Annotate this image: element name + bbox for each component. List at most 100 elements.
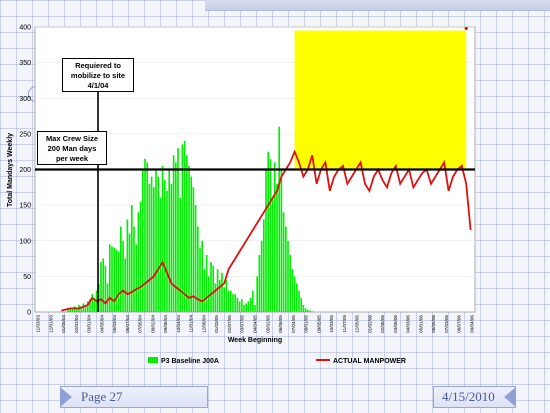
baseline-bar <box>269 158 272 312</box>
page-label: Page 27 <box>81 389 123 404</box>
baseline-bar <box>104 265 107 312</box>
actual-manpower-line <box>61 149 472 312</box>
baseline-bar <box>159 198 162 312</box>
x-tick-label: 07/05/04 <box>138 315 143 333</box>
baseline-bar <box>185 155 188 312</box>
baseline-bar <box>271 198 274 312</box>
y-tick-label: 350 <box>19 60 31 67</box>
baseline-bar <box>188 165 190 312</box>
baseline-bar <box>214 283 217 312</box>
baseline-bar <box>130 205 133 312</box>
baseline-bar <box>102 258 105 312</box>
y-tick-label: 400 <box>19 25 31 32</box>
baseline-bar <box>249 297 252 312</box>
x-tick-label: 06/05/06 <box>431 315 436 333</box>
baseline-bar <box>172 155 175 312</box>
baseline-bar <box>199 247 201 312</box>
baseline-bar <box>223 287 226 312</box>
x-tick-label: 01/05/04 <box>61 315 66 333</box>
baseline-bar <box>256 276 259 312</box>
baseline-bar <box>144 158 146 312</box>
baseline-bar <box>93 297 96 312</box>
x-tick-label: 05/03/04 <box>112 315 117 333</box>
actual-manpower-polyline <box>61 149 472 312</box>
y-tick-label: 150 <box>19 203 31 210</box>
x-tick-label: 11/03/03 <box>36 315 41 333</box>
baseline-bar <box>234 294 237 312</box>
baseline-bar <box>207 276 210 312</box>
x-tick-label: 08/01/05 <box>304 315 309 333</box>
baseline-bar <box>146 162 149 312</box>
baseline-bar <box>190 176 193 312</box>
baseline-bar <box>212 265 215 312</box>
baseline-bar <box>119 226 122 312</box>
y-axis-label: Total Mandays Weekly <box>7 133 14 207</box>
baseline-bar <box>128 233 131 312</box>
x-tick-label: 11/07/05 <box>342 315 347 333</box>
baseline-bar <box>240 299 243 312</box>
x-tick-label: 12/01/03 <box>48 315 53 333</box>
baseline-bar <box>133 226 135 312</box>
y-tick-label: 300 <box>19 96 31 103</box>
baseline-bar <box>84 304 87 312</box>
x-tick-label: 04/04/05 <box>253 315 258 333</box>
baseline-bar <box>67 309 69 312</box>
baseline-bar <box>306 309 309 312</box>
legend-label-baseline: P3 Baseline J00A <box>161 358 219 365</box>
baseline-bar <box>278 126 281 312</box>
x-tick-label: 06/07/04 <box>125 315 130 333</box>
x-tick-label: 09/04/06 <box>470 315 475 333</box>
baseline-bar <box>203 269 206 312</box>
x-tick-label: 05/01/06 <box>418 315 423 333</box>
baseline-bar <box>111 246 113 312</box>
baseline-bar <box>227 290 230 312</box>
baseline-bar <box>262 219 265 312</box>
x-tick-label: 03/07/05 <box>240 315 245 333</box>
x-axis: 11/03/03 12/01/03 01/05/04 02/02/04 03/01/04… <box>36 315 475 333</box>
legend-swatch-baseline <box>148 357 158 363</box>
baseline-bar <box>89 299 91 312</box>
baseline-bar <box>201 240 204 312</box>
baseline-bar <box>232 294 234 312</box>
highlight-region <box>294 30 467 170</box>
baseline-bar <box>243 304 245 312</box>
baseline-bar <box>265 169 267 312</box>
mobilize-note: Requiered to mobilize to site 4/1/04 <box>62 58 134 92</box>
baseline-bar <box>192 187 195 312</box>
baseline-bar <box>157 176 160 312</box>
highlight-rect <box>294 30 467 170</box>
x-tick-label: 01/03/05 <box>214 315 219 333</box>
page-number-bar: Page 27 <box>60 386 208 408</box>
baseline-bar <box>97 283 100 312</box>
baseline-bar <box>183 141 186 312</box>
baseline-bar <box>218 279 221 312</box>
baseline-bar <box>260 240 263 312</box>
baseline-bar <box>238 301 241 312</box>
x-tick-label: 08/07/06 <box>457 315 462 333</box>
y-axis: 0 50 100 150 200 250 300 350 400 <box>19 25 31 317</box>
baseline-bar <box>254 304 256 312</box>
date-bar: 4/15/2010 <box>433 386 516 408</box>
baseline-bar <box>91 294 94 312</box>
baseline-bar <box>302 304 305 312</box>
baseline-bar <box>152 187 155 312</box>
baseline-bar <box>179 198 182 312</box>
baseline-bar <box>75 307 78 312</box>
baseline-bar <box>122 240 124 312</box>
baseline-bar <box>251 290 254 312</box>
baseline-bar <box>181 144 184 312</box>
y-tick-label: 0 <box>27 310 31 317</box>
baseline-bar <box>295 283 298 312</box>
baseline-bar <box>293 276 296 312</box>
x-tick-label: 08/02/04 <box>150 315 155 333</box>
baseline-bar <box>236 297 239 312</box>
baseline-bar <box>311 311 314 312</box>
baseline-bar <box>137 212 140 312</box>
baseline-bar <box>291 269 294 312</box>
x-tick-label: 11/01/04 <box>189 315 194 333</box>
x-tick-label: 06/06/05 <box>278 315 283 333</box>
baseline-bar <box>304 308 307 312</box>
baseline-bar <box>80 306 83 312</box>
x-tick-label: 09/06/04 <box>163 315 168 333</box>
baseline-bar <box>69 309 72 312</box>
